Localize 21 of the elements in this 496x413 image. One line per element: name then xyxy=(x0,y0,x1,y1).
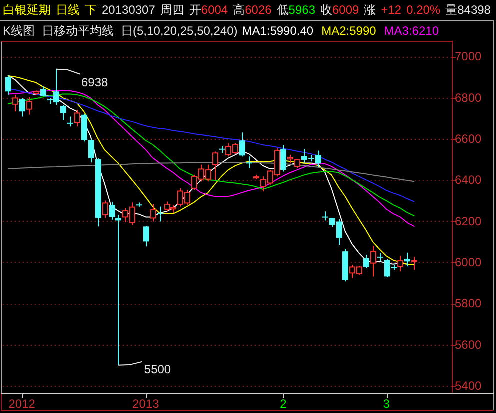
text: 20130307 周四 开6004 高6026 低5963 收6009 涨 +12 0.20% 量84398 xyxy=(102,3,491,17)
x-tick-label: 2013 xyxy=(132,397,160,411)
y-tick-label: 6400 xyxy=(455,173,482,188)
y-tick-label: 6200 xyxy=(455,214,482,228)
text: MA1:5990.40 xyxy=(242,24,314,38)
chart-title: 白银延期 日线 下 xyxy=(3,3,97,17)
y-tick-label: 6600 xyxy=(455,132,482,146)
annotation: 5500 xyxy=(144,362,172,376)
y-tick-label: 6800 xyxy=(455,90,482,105)
y-tick-label: 7000 xyxy=(455,50,482,64)
text: MA3:6210 xyxy=(384,24,440,38)
annotation: 6938 xyxy=(81,75,109,90)
text: MA2:5990 xyxy=(322,24,377,38)
y-tick-label: 5400 xyxy=(455,379,482,393)
y-tick-label: 5600 xyxy=(455,338,482,352)
x-tick-label: 2 xyxy=(280,397,288,411)
x-tick-label: 3 xyxy=(383,397,390,411)
x-tick-label: 2012 xyxy=(8,397,36,411)
y-tick-label: 5800 xyxy=(455,296,482,311)
y-tick-label: 6000 xyxy=(455,255,482,270)
legend-title: K线图 日移动平均线 日(5,10,20,25,50,240) xyxy=(3,24,238,38)
